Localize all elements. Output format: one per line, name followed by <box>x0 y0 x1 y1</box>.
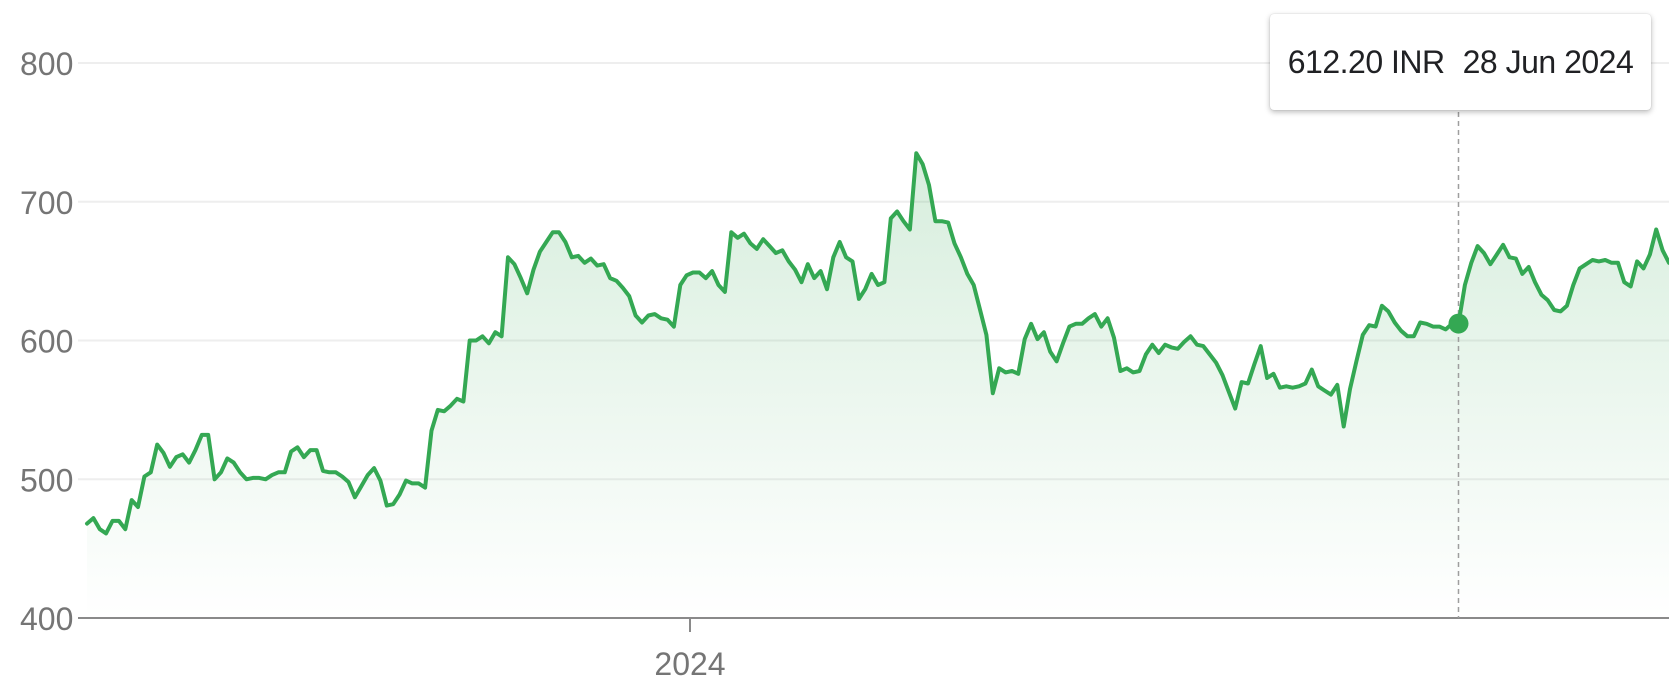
tooltip-date: 28 Jun 2024 <box>1462 43 1634 80</box>
hover-point <box>1448 313 1469 334</box>
price-tooltip: 612.20 INR 28 Jun 2024 <box>1270 14 1651 110</box>
y-axis: 800 700 600 500 400 <box>20 46 73 637</box>
price-area-fill <box>87 153 1669 618</box>
tooltip-value: 612.20 INR <box>1287 43 1445 80</box>
y-tick-label-800: 800 <box>20 46 73 82</box>
price-line <box>85 151 1669 536</box>
y-tick-label-500: 500 <box>20 462 73 498</box>
x-tick-label-2024: 2024 <box>654 646 725 682</box>
y-tick-label-400: 400 <box>20 601 73 637</box>
y-tick-label-700: 700 <box>20 185 73 221</box>
y-tick-label-600: 600 <box>20 324 73 360</box>
